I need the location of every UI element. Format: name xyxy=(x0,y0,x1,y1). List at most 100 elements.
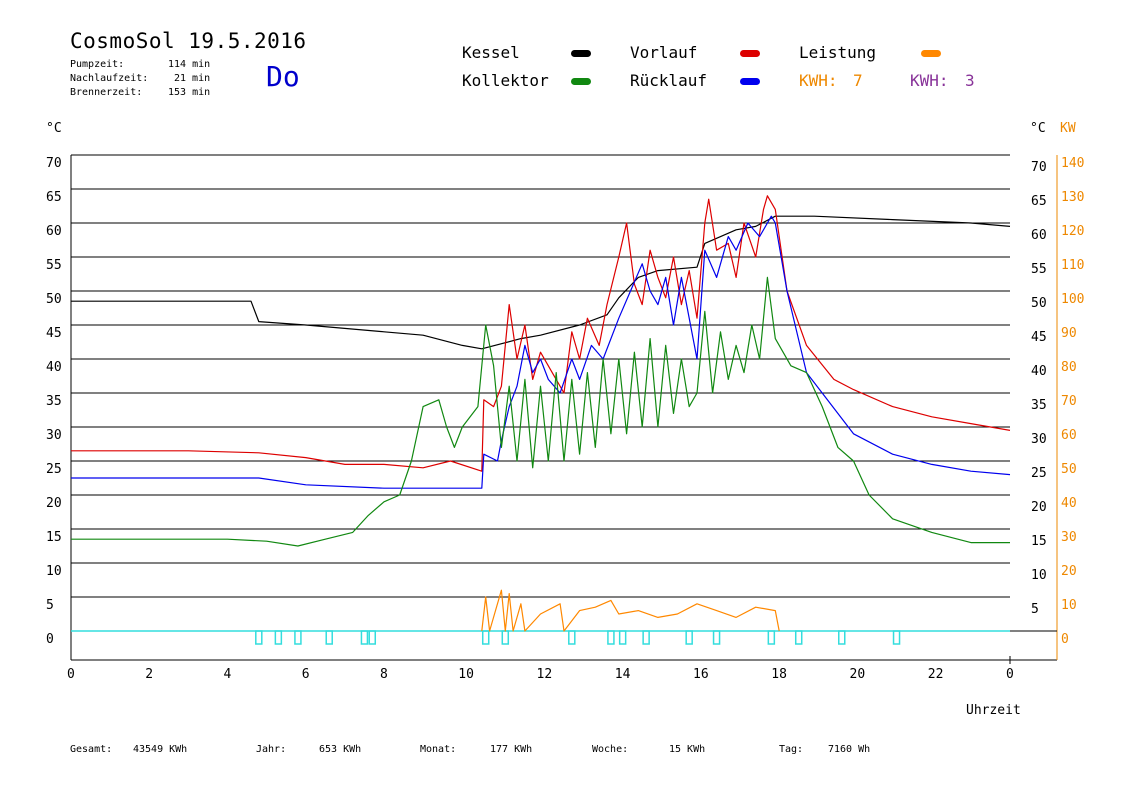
y-tick-right-c-45: 45 xyxy=(1031,330,1047,345)
y-tick-right-kw-100: 100 xyxy=(1061,292,1084,307)
legend-leistung-swatch xyxy=(921,50,941,57)
y-tick-right-c-65: 65 xyxy=(1031,194,1047,209)
weekday-label: Do xyxy=(266,60,300,93)
legend-kessel-label: Kessel xyxy=(462,43,520,62)
baseline-marker-13 xyxy=(712,630,721,645)
y-tick-right-kw-90: 90 xyxy=(1061,326,1077,341)
y-tick-right-kw-80: 80 xyxy=(1061,360,1077,375)
baseline-marker-3 xyxy=(325,630,333,645)
tick-labels: 0510152025303540455055606570510152025303… xyxy=(46,156,1084,682)
footer-monat-value: 177 KWh xyxy=(490,744,533,755)
y-tick-left-55: 55 xyxy=(46,258,62,273)
y-tick-left-50: 50 xyxy=(46,292,62,307)
footer-gesamt-label: Gesamt: xyxy=(70,744,113,755)
y-tick-right-c-10: 10 xyxy=(1031,568,1047,583)
y-tick-right-c-30: 30 xyxy=(1031,432,1047,447)
footer-monat-label: Monat: xyxy=(420,744,457,755)
axes xyxy=(70,155,1058,664)
baseline-marker-17 xyxy=(892,630,901,645)
footer-gesamt-value: 43549 KWh xyxy=(133,744,188,755)
y-tick-right-kw-130: 130 xyxy=(1061,190,1084,205)
legend-vorlauf-swatch xyxy=(740,50,760,57)
stat-brennerzeit-value: 153 min xyxy=(168,87,211,98)
series-line-leistung xyxy=(481,589,780,632)
y-tick-right-c-55: 55 xyxy=(1031,262,1047,277)
y-tick-left-10: 10 xyxy=(46,564,62,579)
x-tick-0: 0 xyxy=(67,667,75,682)
x-tick-11: 22 xyxy=(928,667,944,682)
baseline-marker-8 xyxy=(568,630,576,645)
y-tick-right-c-40: 40 xyxy=(1031,364,1047,379)
baseline-marker-12 xyxy=(685,630,693,645)
y-tick-left-70: 70 xyxy=(46,156,62,171)
y-tick-right-kw-40: 40 xyxy=(1061,496,1077,511)
y-tick-left-65: 65 xyxy=(46,190,62,205)
y-tick-left-60: 60 xyxy=(46,224,62,239)
y-tick-right-kw-120: 120 xyxy=(1061,224,1084,239)
y-tick-left-45: 45 xyxy=(46,326,62,341)
y-tick-right-kw-70: 70 xyxy=(1061,394,1077,409)
legend-kwh1-value: 7 xyxy=(853,71,863,90)
grid xyxy=(71,154,1010,598)
y-tick-right-kw-30: 30 xyxy=(1061,530,1077,545)
y-tick-right-c-70: 70 xyxy=(1031,160,1047,175)
footer-jahr-value: 653 KWh xyxy=(319,744,362,755)
x-tick-7: 14 xyxy=(615,667,631,682)
y-tick-right-c-25: 25 xyxy=(1031,466,1047,481)
footer-tag-label: Tag: xyxy=(779,744,804,755)
x-tick-12: 0 xyxy=(1006,667,1014,682)
y-tick-left-0: 0 xyxy=(46,632,54,647)
baseline-marker-10 xyxy=(618,630,627,645)
y-axis-label-right-c: °C xyxy=(1030,121,1046,136)
x-tick-4: 8 xyxy=(380,667,388,682)
y-tick-right-kw-140: 140 xyxy=(1061,156,1084,171)
y-tick-right-kw-60: 60 xyxy=(1061,428,1077,443)
x-tick-1: 2 xyxy=(145,667,153,682)
y-tick-left-30: 30 xyxy=(46,428,62,443)
y-axis-label-left: °C xyxy=(46,121,62,136)
baseline-marker-2 xyxy=(294,630,302,645)
baseline-marker-15 xyxy=(794,630,803,645)
x-tick-9: 18 xyxy=(771,667,787,682)
series-line-kessel xyxy=(71,215,1011,350)
y-tick-right-c-60: 60 xyxy=(1031,228,1047,243)
y-tick-right-kw-10: 10 xyxy=(1061,598,1077,613)
y-tick-left-40: 40 xyxy=(46,360,62,375)
legend-ruecklauf-swatch xyxy=(740,78,760,85)
stat-nachlaufzeit-label: Nachlaufzeit: xyxy=(70,73,149,84)
baseline-marker-5 xyxy=(368,630,377,645)
x-tick-5: 10 xyxy=(458,667,474,682)
legend-kollektor-label: Kollektor xyxy=(462,71,549,90)
baseline-marker-9 xyxy=(607,630,615,645)
footer-woche-label: Woche: xyxy=(592,744,629,755)
legend-kwh2-value: 3 xyxy=(965,71,975,90)
series-line-vorlauf xyxy=(71,195,1011,472)
baseline-marker-7 xyxy=(501,630,510,645)
series-line-kollektor xyxy=(71,276,1010,547)
legend-leistung-label: Leistung xyxy=(799,43,877,62)
y-tick-right-c-15: 15 xyxy=(1031,534,1047,549)
stat-pumpzeit-label: Pumpzeit: xyxy=(70,59,125,70)
legend-kwh1-label: KWH: xyxy=(799,71,838,90)
y-axis-label-right-kw: KW xyxy=(1060,121,1076,136)
footer-jahr-label: Jahr: xyxy=(256,744,287,755)
y-tick-left-25: 25 xyxy=(46,462,62,477)
y-tick-right-c-50: 50 xyxy=(1031,296,1047,311)
legend-kollektor-swatch xyxy=(571,78,591,85)
y-tick-left-20: 20 xyxy=(46,496,62,511)
x-tick-2: 4 xyxy=(224,667,232,682)
y-tick-right-c-35: 35 xyxy=(1031,398,1047,413)
baseline-marker-0 xyxy=(255,630,263,645)
y-tick-left-5: 5 xyxy=(46,598,54,613)
stat-pumpzeit-value: 114 min xyxy=(168,59,211,70)
y-tick-right-kw-110: 110 xyxy=(1061,258,1084,273)
baseline-marker-16 xyxy=(838,630,846,645)
stat-nachlaufzeit-value: 21 min xyxy=(174,73,211,84)
x-axis-label: Uhrzeit xyxy=(966,703,1021,718)
y-tick-right-c-5: 5 xyxy=(1031,602,1039,617)
baseline-marker-6 xyxy=(481,630,490,645)
x-tick-8: 16 xyxy=(693,667,709,682)
legend-kwh2-label: KWH: xyxy=(910,71,949,90)
legend-vorlauf-label: Vorlauf xyxy=(630,43,698,62)
